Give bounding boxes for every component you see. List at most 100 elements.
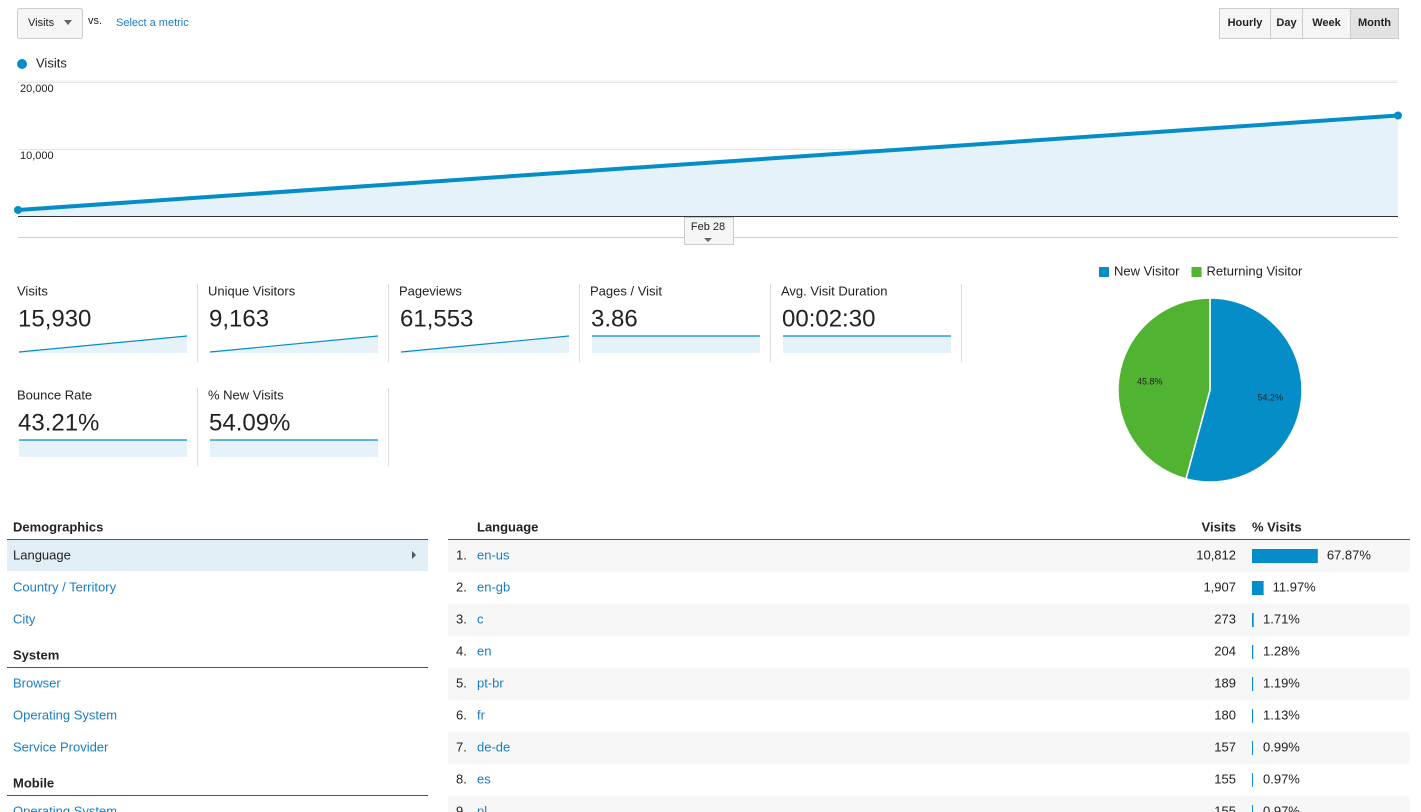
row-visits: 180 [1214, 707, 1236, 722]
row-rank: 4. [456, 643, 467, 658]
nav-item[interactable]: Browser [13, 675, 61, 690]
metric-label: Pages / Visit [590, 283, 662, 298]
metric-label: % New Visits [208, 387, 284, 402]
metric-value: 61,553 [400, 305, 473, 332]
metric-value: 43.21% [18, 409, 99, 436]
row-language[interactable]: fr [477, 707, 486, 722]
pct-bar [1252, 613, 1254, 627]
period-label: Day [1276, 17, 1297, 29]
row-pct: 0.97% [1263, 771, 1300, 786]
nav-item[interactable]: Operating System [13, 803, 117, 812]
period-button[interactable] [1270, 8, 1303, 39]
metric-value: 15,930 [18, 305, 91, 332]
period-button[interactable] [1219, 8, 1271, 39]
table-row-bg [448, 732, 1410, 764]
row-language[interactable]: c [477, 611, 484, 626]
table-row-bg [448, 764, 1410, 796]
legend-dot [17, 59, 27, 69]
column-header: Language [477, 519, 538, 534]
column-header: Visits [1202, 519, 1236, 534]
metric-value: 00:02:30 [782, 305, 875, 332]
row-pct: 1.28% [1263, 643, 1300, 658]
row-visits: 155 [1214, 771, 1236, 786]
point [1394, 111, 1402, 120]
metric-value: 9,163 [209, 305, 269, 332]
sparkline [18, 335, 188, 353]
pct-bar [1252, 581, 1264, 595]
legend-swatch [1191, 267, 1202, 277]
nav-section-title: System [13, 647, 59, 662]
row-visits: 10,812 [1196, 547, 1236, 562]
x-marker-label: Feb 28 [691, 221, 725, 233]
nav-item[interactable]: Operating System [13, 707, 117, 722]
metric-value: 54.09% [209, 409, 290, 436]
row-language[interactable]: en-gb [477, 579, 510, 594]
sparkline-area [19, 440, 187, 457]
pct-bar [1252, 773, 1253, 787]
slider-arrow [704, 238, 712, 242]
table-row-bg [448, 572, 1410, 604]
point [14, 205, 22, 214]
period-button[interactable] [1350, 8, 1399, 39]
nav-item[interactable]: City [13, 611, 36, 626]
metric-value: 3.86 [591, 305, 638, 332]
period-label: Month [1358, 17, 1391, 29]
row-language[interactable]: pl [477, 803, 487, 812]
nav-item[interactable]: Service Provider [13, 739, 109, 754]
row-rank: 1. [456, 547, 467, 562]
metric-label: Unique Visitors [208, 283, 296, 298]
pct-bar [1252, 741, 1253, 755]
row-rank: 5. [456, 675, 467, 690]
metric-label: Avg. Visit Duration [781, 283, 887, 298]
pie-slice [1185, 297, 1303, 483]
nav-item[interactable]: Language [13, 547, 71, 562]
sparkline [400, 335, 570, 353]
pct-bar [1252, 805, 1253, 812]
column-header: % Visits [1252, 519, 1302, 534]
row-language[interactable]: de-de [477, 739, 510, 754]
sparkline-area [592, 336, 760, 353]
sparkline [209, 335, 379, 353]
row-language[interactable]: en [477, 643, 491, 658]
period-button[interactable] [1302, 8, 1351, 39]
line [17, 113, 1399, 212]
row-language[interactable]: en-us [477, 547, 510, 562]
pct-bar [1252, 709, 1254, 723]
pct-bar [1252, 677, 1254, 691]
period-label: Hourly [1228, 17, 1264, 29]
row-rank: 8. [456, 771, 467, 786]
sparkline-area [210, 440, 378, 457]
y-tick-label: 10,000 [20, 150, 54, 162]
sparkline-area [783, 336, 951, 353]
nav-section-title: Demographics [13, 519, 103, 534]
legend-label: Visits [36, 55, 67, 70]
nav-item[interactable]: Country / Territory [13, 579, 117, 594]
row-rank: 3. [456, 611, 467, 626]
legend-swatch [1099, 267, 1109, 277]
row-visits: 1,907 [1203, 579, 1236, 594]
compare-link[interactable]: Select a metric [116, 17, 189, 29]
metric-label: Bounce Rate [17, 387, 92, 402]
table-row-bg [448, 668, 1410, 700]
row-rank: 2. [456, 579, 467, 594]
nav-section-title: Mobile [13, 775, 54, 790]
pct-bar [1252, 549, 1318, 563]
legend-label: Returning Visitor [1207, 263, 1304, 278]
metric-label: Visits [17, 283, 48, 298]
pie-label: 54.2% [1257, 392, 1283, 402]
row-rank: 7. [456, 739, 467, 754]
row-pct: 1.19% [1263, 675, 1300, 690]
row-visits: 157 [1214, 739, 1236, 754]
row-language[interactable]: es [477, 771, 491, 786]
row-pct: 1.71% [1263, 611, 1300, 626]
table-row-bg [448, 796, 1410, 812]
row-language[interactable]: pt-br [477, 675, 504, 690]
table-row-bg [448, 540, 1410, 572]
period-label: Week [1312, 17, 1341, 29]
row-pct: 11.97% [1273, 579, 1317, 594]
legend-label: New Visitor [1114, 263, 1180, 278]
pie-slice [1117, 297, 1211, 480]
nav-selected-bg [7, 540, 428, 571]
metric-dropdown[interactable] [17, 8, 83, 39]
